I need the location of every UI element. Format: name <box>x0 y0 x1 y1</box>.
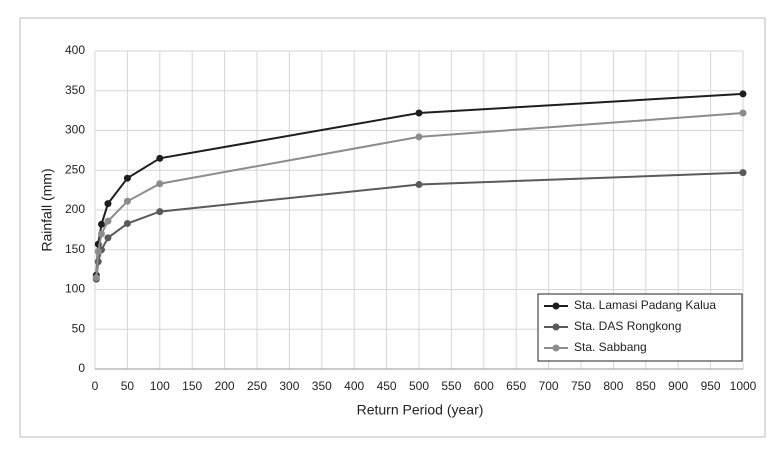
x-tick-label: 750 <box>571 379 591 393</box>
legend-label: Sta. Lamasi Padang Kalua <box>574 298 716 312</box>
data-point <box>123 197 131 205</box>
data-point <box>156 154 164 162</box>
data-point <box>94 247 102 255</box>
data-point <box>123 220 131 228</box>
y-tick-label: 200 <box>65 202 85 216</box>
x-tick-label: 450 <box>377 379 397 393</box>
x-tick-label: 350 <box>312 379 332 393</box>
x-tick-label: 50 <box>121 379 135 393</box>
x-tick-label: 400 <box>344 379 364 393</box>
data-point <box>92 274 100 282</box>
legend-label: Sta. DAS Rongkong <box>574 319 681 333</box>
x-tick-label: 800 <box>603 379 623 393</box>
y-tick-label: 300 <box>65 123 85 137</box>
data-point <box>104 234 112 242</box>
x-tick-label: 100 <box>150 379 170 393</box>
x-tick-label: 0 <box>92 379 99 393</box>
legend-box <box>537 293 743 362</box>
x-tick-label: 950 <box>701 379 721 393</box>
legend-marker <box>552 344 560 352</box>
data-point <box>104 200 112 208</box>
data-point <box>415 181 423 189</box>
data-point <box>97 230 105 238</box>
x-axis-title: Return Period (year) <box>357 402 484 418</box>
x-tick-label: 150 <box>182 379 202 393</box>
x-tick-label: 850 <box>636 379 656 393</box>
x-tick-label: 900 <box>668 379 688 393</box>
y-tick-label: 400 <box>65 43 85 57</box>
data-point <box>97 220 105 228</box>
x-tick-label: 200 <box>215 379 235 393</box>
data-point <box>156 208 164 216</box>
data-point <box>739 109 747 117</box>
y-tick-label: 0 <box>78 361 85 375</box>
y-tick-label: 50 <box>72 321 86 335</box>
data-point <box>415 109 423 117</box>
y-axis-title: Rainfall (mm) <box>39 168 55 251</box>
legend: Sta. Lamasi Padang Kalua Sta. DAS Rongkon… <box>537 293 743 362</box>
legend-label: Sta. Sabbang <box>574 340 647 354</box>
x-tick-label: 500 <box>409 379 429 393</box>
x-tick-label: 600 <box>474 379 494 393</box>
legend-marker <box>552 323 560 331</box>
x-tick-label: 700 <box>539 379 559 393</box>
x-tick-label: 250 <box>247 379 267 393</box>
data-point <box>739 90 747 98</box>
x-tick-label: 650 <box>506 379 526 393</box>
data-point <box>123 174 131 182</box>
data-point <box>156 180 164 188</box>
x-tick-label: 1000 <box>730 379 757 393</box>
x-tick-label: 550 <box>441 379 461 393</box>
x-tick-label: 300 <box>279 379 299 393</box>
data-point <box>739 169 747 177</box>
legend-marker <box>552 302 560 310</box>
y-tick-label: 150 <box>65 242 85 256</box>
y-tick-label: 250 <box>65 162 85 176</box>
chart-frame <box>19 17 766 438</box>
y-tick-label: 350 <box>65 83 85 97</box>
y-tick-label: 100 <box>65 282 85 296</box>
data-point <box>104 217 112 225</box>
data-point <box>415 133 423 141</box>
